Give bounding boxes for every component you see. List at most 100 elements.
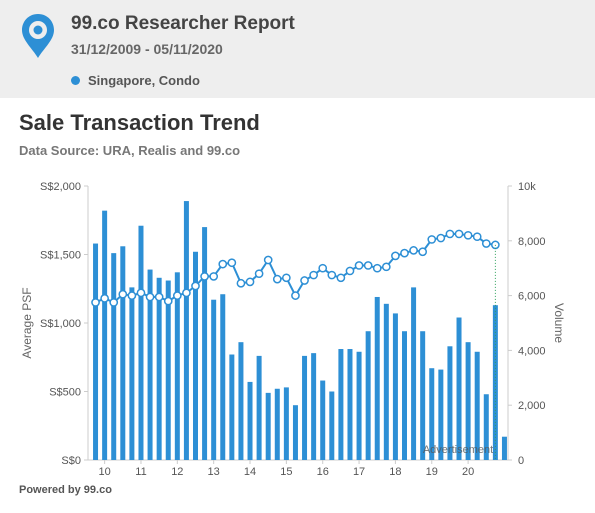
volume-bar xyxy=(392,313,398,460)
volume-bar xyxy=(429,368,435,460)
x-axis-tick-label: 14 xyxy=(244,466,256,478)
volume-bar xyxy=(202,227,208,460)
avg-psf-point xyxy=(91,298,100,307)
report-header: 99.co Researcher Report 31/12/2009 - 05/… xyxy=(0,0,595,98)
avg-psf-point xyxy=(182,288,191,298)
avg-psf-point xyxy=(409,246,418,255)
left-axis-title: Average PSF xyxy=(20,287,34,358)
right-axis-title: Volume xyxy=(552,303,566,343)
location-dot-icon xyxy=(71,76,80,85)
volume-bar xyxy=(138,225,144,460)
volume-bar xyxy=(338,349,344,460)
x-axis-tick-label: 17 xyxy=(353,466,365,478)
volume-bar xyxy=(483,394,489,460)
location-label: Singapore, Condo xyxy=(88,73,200,88)
avg-psf-point xyxy=(227,258,237,268)
avg-psf-point xyxy=(245,277,255,287)
volume-bar xyxy=(183,201,189,460)
avg-psf-point xyxy=(100,293,109,303)
chart-title: Sale Transaction Trend xyxy=(19,110,260,135)
avg-psf-point xyxy=(136,288,146,298)
map-pin-icon xyxy=(22,14,54,58)
x-axis-tick-label: 18 xyxy=(389,466,401,478)
volume-bar xyxy=(465,342,471,460)
volume-bar xyxy=(165,280,171,460)
avg-psf-point xyxy=(454,229,464,239)
avg-psf-point xyxy=(472,232,482,242)
avg-psf-point xyxy=(236,278,246,288)
avg-psf-point xyxy=(436,233,446,243)
x-axis-tick-label: 20 xyxy=(462,466,474,478)
volume-bar xyxy=(365,331,371,460)
avg-psf-point xyxy=(163,296,173,306)
left-axis-tick-label: S$2,000 xyxy=(40,181,81,193)
powered-by-link[interactable]: Powered by 99.co xyxy=(19,484,112,496)
report-title: 99.co Researcher Report xyxy=(71,13,295,34)
volume-bar xyxy=(492,305,498,460)
right-axis-tick-label: 2,000 xyxy=(518,400,546,412)
avg-psf-point xyxy=(481,239,491,248)
avg-psf-point xyxy=(445,229,455,239)
location-filter: Singapore, Condo xyxy=(71,73,200,88)
avg-psf-point xyxy=(327,270,337,280)
volume-bar xyxy=(238,342,244,460)
volume-bar xyxy=(311,353,317,460)
avg-psf-point xyxy=(272,274,282,284)
x-axis-tick-label: 10 xyxy=(99,466,111,478)
volume-bar xyxy=(265,392,271,460)
avg-psf-point xyxy=(154,292,164,302)
avg-psf-point xyxy=(209,272,219,281)
avg-psf-point xyxy=(354,261,364,270)
right-axis-tick-label: 8,000 xyxy=(518,236,546,248)
avg-psf-point xyxy=(463,230,473,240)
volume-bar xyxy=(329,391,335,460)
avg-psf-point xyxy=(191,281,200,291)
avg-psf-point xyxy=(263,255,273,265)
volume-bar xyxy=(383,303,389,460)
x-axis-tick-label: 11 xyxy=(135,466,146,478)
avg-psf-point xyxy=(118,289,128,299)
volume-bar xyxy=(283,387,289,460)
right-axis-tick-label: 6,000 xyxy=(518,291,546,303)
volume-bar xyxy=(292,405,298,460)
avg-psf-point xyxy=(218,259,228,269)
watermark-text: Advertisement xyxy=(423,444,493,456)
right-axis-tick-label: 4,000 xyxy=(518,345,546,357)
volume-bar xyxy=(102,210,108,460)
avg-psf-point xyxy=(145,292,155,302)
avg-psf-point xyxy=(318,263,328,273)
volume-bar xyxy=(447,346,453,460)
volume-bar xyxy=(247,381,253,460)
volume-bar xyxy=(220,294,226,460)
volume-bar xyxy=(347,349,353,460)
x-axis-tick-label: 16 xyxy=(317,466,329,478)
avg-psf-point xyxy=(172,291,182,300)
volume-bar xyxy=(402,331,407,460)
left-axis-tick-label: S$500 xyxy=(49,387,81,399)
avg-psf-point xyxy=(291,291,300,300)
volume-bar xyxy=(374,296,380,460)
right-axis-tick-label: 0 xyxy=(518,455,524,467)
volume-bar xyxy=(120,246,126,460)
volume-bar xyxy=(320,380,326,460)
avg-psf-point xyxy=(300,276,309,285)
volume-bar xyxy=(147,269,153,460)
volume-bar xyxy=(356,351,362,460)
volume-bar xyxy=(174,272,180,460)
avg-psf-point xyxy=(309,270,318,280)
volume-bar xyxy=(129,287,135,460)
volume-bar xyxy=(229,354,235,460)
x-axis-tick-label: 15 xyxy=(280,466,292,478)
x-axis-tick-label: 13 xyxy=(208,466,220,478)
avg-psf-point xyxy=(418,247,428,257)
avg-psf-point xyxy=(200,272,209,281)
x-axis-tick-label: 19 xyxy=(426,466,438,478)
volume-bar xyxy=(474,351,480,460)
avg-psf-point xyxy=(363,261,373,270)
x-axis-tick-label: 12 xyxy=(171,466,183,478)
volume-bar xyxy=(274,388,280,460)
avg-psf-point xyxy=(127,291,137,300)
chart-subtitle: Data Source: URA, Realis and 99.co xyxy=(19,143,241,158)
volume-bar xyxy=(193,251,198,460)
